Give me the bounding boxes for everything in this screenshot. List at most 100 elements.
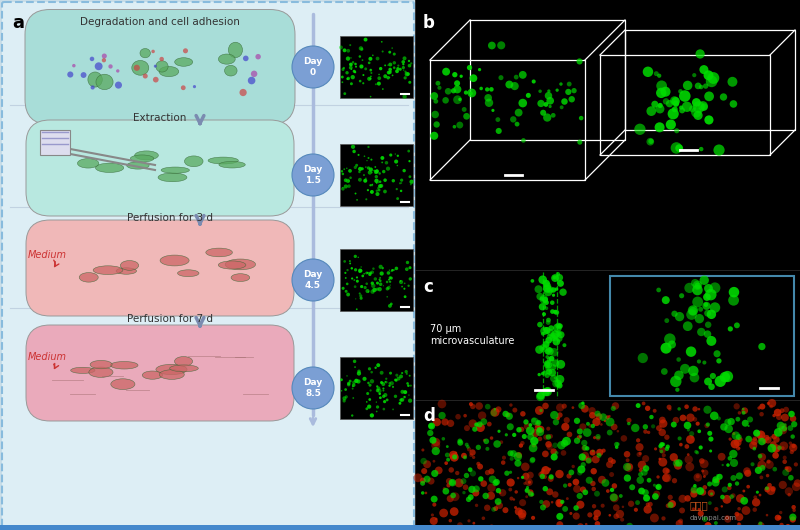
Text: c: c	[423, 278, 433, 296]
Ellipse shape	[70, 367, 95, 374]
Circle shape	[408, 160, 410, 162]
Circle shape	[634, 123, 646, 135]
Circle shape	[651, 101, 658, 108]
Text: d: d	[423, 407, 435, 425]
Circle shape	[374, 166, 376, 168]
Circle shape	[375, 83, 377, 85]
Circle shape	[779, 511, 782, 514]
Circle shape	[410, 62, 412, 65]
Circle shape	[742, 506, 750, 515]
Circle shape	[358, 369, 361, 373]
Circle shape	[628, 501, 634, 507]
Circle shape	[606, 416, 610, 420]
Circle shape	[464, 473, 469, 478]
Circle shape	[496, 488, 501, 493]
Circle shape	[378, 393, 381, 395]
Circle shape	[659, 417, 666, 423]
Circle shape	[546, 337, 552, 343]
Circle shape	[574, 418, 580, 424]
Circle shape	[445, 453, 450, 457]
Circle shape	[558, 332, 562, 336]
Circle shape	[360, 48, 363, 51]
Ellipse shape	[185, 156, 203, 167]
Circle shape	[394, 160, 398, 164]
Circle shape	[390, 270, 392, 272]
Circle shape	[499, 440, 503, 444]
Circle shape	[546, 347, 550, 351]
Circle shape	[609, 514, 611, 517]
Circle shape	[350, 82, 353, 85]
Circle shape	[734, 322, 740, 328]
Circle shape	[432, 502, 436, 507]
Circle shape	[414, 473, 422, 482]
Circle shape	[546, 334, 551, 339]
Circle shape	[341, 76, 344, 78]
Circle shape	[378, 172, 381, 175]
Circle shape	[421, 491, 425, 494]
Circle shape	[496, 502, 503, 509]
Circle shape	[675, 312, 684, 321]
Circle shape	[378, 189, 381, 191]
Circle shape	[590, 449, 595, 456]
Circle shape	[465, 443, 469, 447]
Circle shape	[694, 473, 702, 482]
Circle shape	[714, 376, 726, 387]
Circle shape	[380, 371, 383, 375]
Circle shape	[660, 450, 663, 453]
Circle shape	[668, 340, 676, 349]
Circle shape	[447, 420, 454, 427]
Circle shape	[553, 276, 556, 279]
Circle shape	[714, 507, 718, 511]
Circle shape	[553, 338, 560, 346]
Circle shape	[475, 402, 483, 410]
Circle shape	[666, 504, 670, 508]
Circle shape	[542, 347, 545, 350]
Circle shape	[521, 476, 524, 479]
Circle shape	[527, 434, 534, 440]
Circle shape	[400, 190, 402, 192]
Circle shape	[661, 343, 671, 354]
Circle shape	[555, 330, 561, 335]
Circle shape	[72, 64, 76, 67]
Circle shape	[616, 510, 624, 518]
Circle shape	[658, 458, 667, 466]
Circle shape	[543, 113, 551, 122]
Circle shape	[650, 415, 654, 419]
Circle shape	[366, 408, 368, 410]
Circle shape	[514, 109, 522, 117]
Circle shape	[354, 63, 357, 65]
Circle shape	[462, 484, 468, 490]
Circle shape	[409, 175, 411, 178]
Text: Day
4.5: Day 4.5	[303, 270, 322, 290]
Circle shape	[598, 476, 606, 484]
Circle shape	[362, 59, 363, 61]
Circle shape	[514, 122, 519, 127]
Circle shape	[477, 421, 482, 427]
Circle shape	[461, 478, 466, 484]
Circle shape	[469, 402, 473, 406]
Circle shape	[368, 367, 371, 370]
Circle shape	[542, 469, 545, 472]
Circle shape	[370, 96, 371, 98]
Circle shape	[626, 458, 630, 462]
Circle shape	[586, 422, 590, 426]
Circle shape	[466, 497, 471, 502]
Circle shape	[383, 74, 387, 78]
Circle shape	[541, 332, 545, 335]
Circle shape	[759, 403, 766, 410]
Circle shape	[557, 499, 562, 504]
Circle shape	[646, 138, 654, 146]
Circle shape	[385, 381, 386, 383]
Circle shape	[550, 287, 556, 293]
Circle shape	[381, 156, 384, 160]
Circle shape	[790, 516, 796, 523]
Circle shape	[772, 414, 776, 417]
Circle shape	[530, 493, 534, 496]
Circle shape	[778, 423, 787, 432]
Circle shape	[779, 441, 788, 450]
Circle shape	[410, 183, 412, 186]
Circle shape	[738, 522, 741, 525]
Circle shape	[537, 293, 544, 300]
Circle shape	[358, 293, 361, 295]
Circle shape	[382, 285, 384, 286]
